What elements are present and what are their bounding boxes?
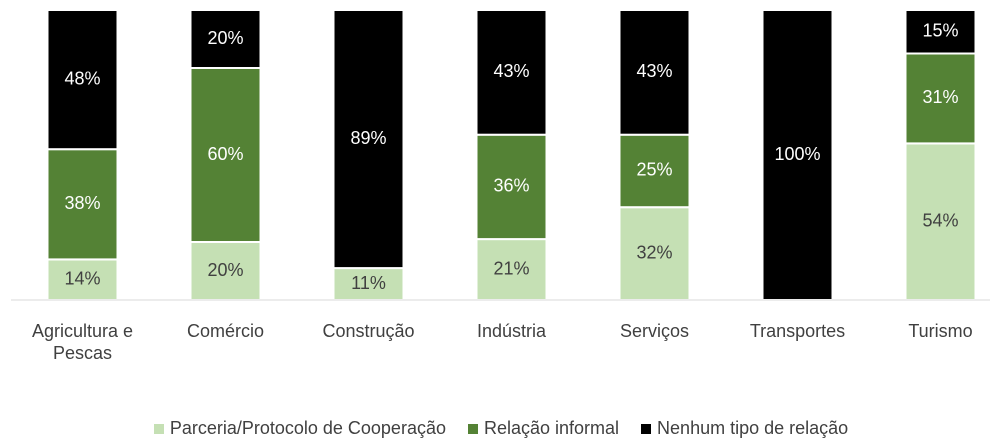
legend-label: Relação informal	[483, 418, 620, 438]
data-label: 32%	[636, 242, 672, 262]
bar-segment	[46, 9, 119, 151]
bar-segment	[475, 9, 548, 136]
x-tick-label: Serviços	[619, 321, 690, 341]
data-label: 43%	[493, 61, 529, 81]
data-label: 15%	[922, 21, 958, 41]
data-label: 14%	[64, 268, 100, 288]
data-label: 43%	[636, 61, 672, 81]
legend-swatch	[641, 423, 652, 434]
legend-item: Relação informal	[467, 418, 620, 439]
data-label: 54%	[922, 210, 958, 230]
bar-segment	[904, 52, 977, 145]
data-label: 25%	[636, 160, 672, 180]
legend-swatch	[467, 423, 478, 434]
data-label: 21%	[493, 258, 529, 278]
bar-segment	[189, 67, 262, 243]
data-label: 20%	[207, 260, 243, 280]
x-tick-label: Comércio	[186, 321, 265, 341]
x-tick-label: Turismo	[908, 321, 973, 341]
data-label: 31%	[922, 87, 958, 107]
data-label: 89%	[350, 128, 386, 148]
legend: Parceria/Protocolo de Cooperação Relação …	[0, 418, 1002, 439]
bar-segment	[189, 9, 262, 69]
data-label: 60%	[207, 144, 243, 164]
data-label: 20%	[207, 28, 243, 48]
bar-segment	[332, 9, 405, 270]
bar-segment	[46, 148, 119, 261]
x-tick-label: Indústria	[476, 321, 547, 341]
bar-segment	[618, 9, 691, 136]
data-label: 100%	[774, 144, 820, 164]
legend-label: Parceria/Protocolo de Cooperação	[169, 418, 446, 438]
data-label: 48%	[64, 68, 100, 88]
bar-segment	[904, 142, 977, 301]
bar-segment	[618, 133, 691, 209]
x-tick-label: Transportes	[749, 321, 846, 341]
data-label: 36%	[493, 176, 529, 196]
bar-segment	[189, 241, 262, 301]
bar-segment	[475, 133, 548, 241]
legend-item: Nenhum tipo de relação	[641, 418, 848, 439]
x-tick-label: Construção	[322, 321, 415, 341]
legend-label: Nenhum tipo de relação	[657, 418, 849, 438]
data-label: 11%	[351, 273, 386, 293]
bar-segment	[618, 206, 691, 301]
legend-swatch	[153, 423, 164, 434]
data-label: 38%	[64, 193, 100, 213]
bar-segment	[904, 9, 977, 55]
legend-item: Parceria/Protocolo de Cooperação	[153, 418, 446, 439]
x-tick-label: Agricultura e Pescas	[31, 321, 134, 363]
